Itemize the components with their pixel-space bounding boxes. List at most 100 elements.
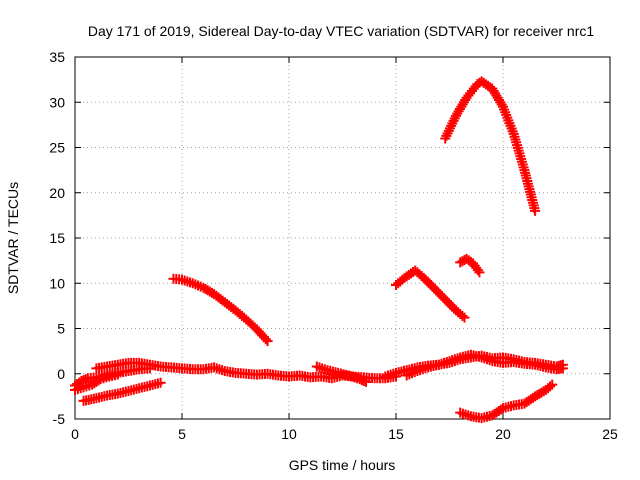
data-point-fill: [457, 350, 474, 362]
data-point: [262, 336, 273, 347]
data-point-fill: [500, 401, 517, 413]
data-points: [70, 76, 568, 424]
data-point-fill: [232, 307, 250, 323]
data-point-fill: [211, 363, 228, 376]
data-point-fill: [201, 362, 217, 374]
data-point-fill: [94, 361, 110, 373]
data-point-fill: [420, 274, 438, 292]
data-point-fill: [72, 377, 85, 390]
data-point-fill: [499, 104, 518, 137]
data-point-fill: [479, 353, 495, 366]
data-point-fill: [509, 131, 529, 173]
series-track-5: [168, 273, 273, 347]
x-tick-label: 10: [281, 426, 297, 442]
data-point-fill: [457, 408, 474, 421]
data-point: [112, 369, 123, 380]
data-point-fill: [115, 386, 131, 398]
y-tick-label: 35: [49, 49, 65, 65]
data-point-fill: [107, 370, 120, 381]
data-point-fill: [89, 375, 104, 389]
data-point-fill: [115, 366, 131, 378]
x-axis-label: GPS time / hours: [289, 457, 396, 473]
data-point-fill: [179, 275, 196, 288]
series-track-7: [391, 265, 470, 323]
data-point-fill: [158, 361, 174, 373]
data-point-fill: [98, 372, 112, 384]
data-point-fill: [318, 371, 335, 383]
data-point-fill: [126, 383, 142, 396]
data-point-fill: [469, 260, 483, 276]
data-point-fill: [520, 167, 540, 214]
x-tick-label: 0: [71, 426, 79, 442]
data-point-fill: [211, 290, 228, 306]
data-point-fill: [511, 357, 527, 369]
data-point-fill: [136, 381, 153, 393]
series-track-10: [440, 76, 541, 216]
data-point-fill: [221, 298, 239, 314]
y-tick-label: 25: [49, 140, 65, 156]
data-point-fill: [500, 357, 517, 368]
data-point: [474, 267, 485, 278]
data-point-fill: [452, 94, 471, 119]
data-point-fill: [78, 374, 91, 386]
data-point-fill: [415, 363, 431, 376]
series-track-12: [455, 379, 558, 424]
data-point-fill: [532, 360, 549, 372]
data-point-fill: [126, 357, 142, 368]
data-point-fill: [115, 358, 131, 370]
data-point-fill: [171, 274, 185, 285]
data-point-fill: [393, 274, 408, 289]
data-point-fill: [329, 371, 345, 383]
data-point-fill: [393, 365, 410, 378]
data-point-fill: [126, 364, 142, 376]
data-point-fill: [297, 371, 313, 382]
data-point-fill: [190, 279, 206, 292]
data-point-fill: [325, 365, 341, 378]
data-point-fill: [253, 326, 271, 345]
data-point-fill: [286, 370, 303, 382]
data-point-fill: [404, 367, 420, 380]
y-axis-label: SDTVAR / TECUs: [5, 182, 21, 294]
data-point-fill: [468, 411, 484, 423]
data-point-fill: [532, 386, 549, 401]
data-point-fill: [521, 392, 538, 408]
data-point-fill: [436, 356, 452, 369]
series-track-9: [401, 349, 568, 381]
data-point-fill: [453, 307, 468, 321]
chart-title: Day 171 of 2019, Sidereal Day-to-day VTE…: [88, 23, 594, 39]
data-point-fill: [190, 364, 206, 375]
data-point: [361, 376, 372, 387]
data-point-fill: [522, 359, 538, 370]
data-point-fill: [85, 372, 99, 383]
x-tick-label: 20: [495, 426, 511, 442]
data-point-fill: [147, 378, 163, 390]
y-tick-label: 0: [57, 366, 65, 382]
data-point-fill: [431, 285, 449, 303]
data-point-fill: [447, 353, 463, 366]
y-tick-label: 30: [49, 94, 65, 110]
data-point-fill: [489, 356, 506, 368]
series-track-11: [455, 253, 485, 278]
data-point-fill: [463, 255, 476, 267]
data-point-fill: [441, 113, 460, 141]
data-point-fill: [94, 391, 110, 403]
x-tick-label: 25: [602, 426, 618, 442]
data-point-fill: [356, 375, 369, 386]
data-point-fill: [265, 369, 281, 381]
data-point-fill: [372, 373, 388, 384]
y-tick-label: 10: [49, 275, 65, 291]
y-tick-label: 20: [49, 185, 65, 201]
data-point: [155, 377, 166, 388]
data-point-fill: [200, 284, 217, 298]
x-tick-label: 15: [388, 426, 404, 442]
data-point-fill: [468, 350, 484, 362]
data-point: [530, 205, 541, 216]
data-point-fill: [243, 316, 260, 333]
series-track-6: [311, 361, 372, 387]
series-track-3: [78, 377, 166, 406]
data-point-fill: [543, 362, 559, 374]
y-tick-label: -5: [53, 411, 66, 427]
y-tick-label: 15: [49, 230, 65, 246]
data-point-fill: [478, 77, 496, 93]
